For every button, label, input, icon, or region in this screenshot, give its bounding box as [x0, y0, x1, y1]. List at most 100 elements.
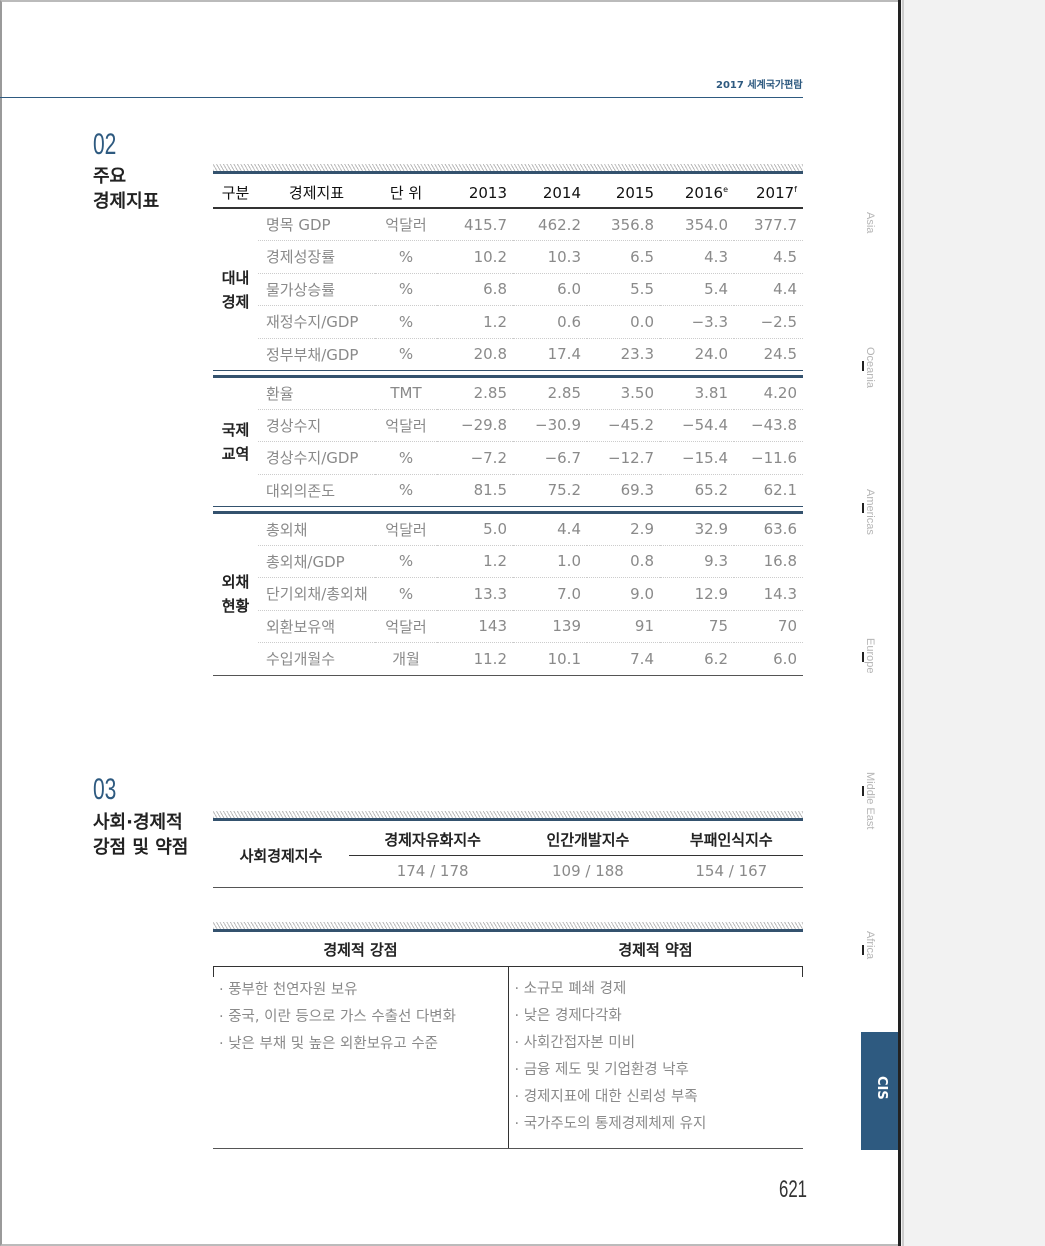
value-cell: 139 — [513, 610, 587, 643]
group-label: 외채 현황 — [213, 512, 258, 676]
group-label-line: 대내 — [221, 268, 250, 287]
running-title: 2017 세계국가편람 — [716, 80, 803, 91]
indicator-name: 경상수지/GDP — [258, 441, 375, 475]
page-number: 621 — [779, 1176, 808, 1203]
unit: % — [375, 545, 437, 578]
separator-rule — [213, 506, 803, 514]
column-header: 2014 — [513, 178, 587, 209]
tab-divider — [862, 503, 864, 513]
value-cell: 65.2 — [660, 474, 734, 507]
value-cell: 1.2 — [437, 305, 513, 339]
value-cell: 69.3 — [587, 474, 660, 507]
page-edge — [898, 0, 901, 1246]
value-cell: 462.2 — [513, 208, 587, 241]
unit: % — [375, 441, 437, 475]
weakness-item: · 낮은 경제다각화 — [514, 1008, 622, 1024]
value-cell: 0.0 — [587, 305, 660, 339]
value-cell: 377.7 — [734, 208, 803, 241]
weakness-item: · 국가주도의 통제경제체제 유지 — [514, 1116, 707, 1132]
tab-divider — [862, 361, 864, 371]
section-title-line: 경제지표 — [93, 191, 160, 212]
value-cell: 415.7 — [437, 208, 513, 241]
indicator-name: 명목 GDP — [258, 208, 375, 241]
value-cell: 14.3 — [734, 577, 803, 611]
column-header: 단 위 — [375, 178, 437, 209]
unit: % — [375, 474, 437, 507]
group-label: 국제 교역 — [213, 377, 258, 507]
value-cell: −30.9 — [513, 409, 587, 442]
table-row: 경제성장률% 10.2 10.3 6.5 4.3 4.5 — [213, 240, 803, 274]
separator-rule — [213, 370, 803, 378]
value-cell: 7.0 — [513, 577, 587, 611]
value-cell: −2.5 — [734, 305, 803, 339]
table-row: 총외채/GDP% 1.2 1.0 0.8 9.3 16.8 — [213, 545, 803, 578]
value-cell: 143 — [437, 610, 513, 643]
section-number: 02 — [93, 128, 117, 161]
weakness-item: · 소규모 폐쇄 경제 — [514, 981, 627, 997]
unit: TMT — [375, 376, 437, 410]
table-row: 경상수지 억달러 −29.8 −30.9 −45.2 −54.4 −43.8 — [213, 409, 803, 442]
table-row: 대내 경제 명목 GDP 억달러 415.7 462.2 356.8 354.0 377.7 — [213, 208, 803, 311]
tab-divider — [862, 945, 864, 955]
tab-asia[interactable]: Asia — [864, 212, 876, 234]
tab-oceania[interactable]: Oceania — [864, 347, 876, 388]
value-cell: 32.9 — [660, 512, 734, 546]
value-cell: 10.3 — [513, 240, 587, 274]
table-top-rule — [213, 164, 803, 174]
value-cell: 75 — [660, 610, 734, 643]
value-cell: 91 — [587, 610, 660, 643]
tab-europe[interactable]: Europe — [864, 638, 876, 674]
tab-americas[interactable]: Americas — [864, 489, 876, 535]
unit: % — [375, 338, 437, 371]
indicator-name: 수입개월수 — [258, 642, 375, 676]
tab-divider — [862, 786, 864, 796]
value-cell: 20.8 — [437, 338, 513, 371]
value-cell: −3.3 — [660, 305, 734, 339]
value-cell: 6.0 — [513, 273, 587, 306]
unit: 억달러 — [375, 208, 437, 241]
tab-africa[interactable]: Africa — [864, 931, 876, 960]
value-cell: 5.0 — [437, 512, 513, 546]
tab-cis[interactable]: CIS — [861, 1032, 898, 1150]
indicator-name: 정부부채/GDP — [258, 338, 375, 371]
section-title-line: 사회·경제적 — [93, 812, 183, 833]
value-cell: 0.8 — [587, 545, 660, 578]
value-cell: 4.4 — [734, 273, 803, 306]
indicator-name: 경상수지 — [258, 409, 375, 442]
socioeconomic-index-table: 사회경제지수 경제자유화지수 인간개발지수 부패인식지수 174 / 178 1… — [213, 824, 803, 888]
value-cell: 10.2 — [437, 240, 513, 274]
page-shadow — [902, 0, 904, 1246]
table-row: 외환보유액 억달러 143 139 91 75 70 — [213, 610, 803, 643]
index-name: 부패인식지수 — [659, 824, 803, 856]
value-cell: 24.5 — [734, 338, 803, 371]
strength-item: · 낮은 부채 및 높은 외환보유고 수준 — [219, 1036, 439, 1052]
value-cell: 11.2 — [437, 642, 513, 676]
tab-middle-east[interactable]: Middle East — [864, 772, 876, 830]
column-superscript: e — [723, 184, 728, 194]
weaknesses-list: · 소규모 폐쇄 경제 · 낮은 경제다각화 · 사회간접자본 미비 · 금융 제도 … — [507, 966, 804, 1148]
value-cell: 81.5 — [437, 474, 513, 507]
unit: 개월 — [375, 642, 437, 676]
index-table-top-rule — [213, 811, 803, 821]
value-cell: 6.8 — [437, 273, 513, 306]
indicator-name: 단기외채/총외채 — [258, 577, 375, 611]
table-row: 단기외채/총외채% 13.3 7.0 9.0 12.9 14.3 — [213, 577, 803, 611]
tab-label: CIS — [874, 1076, 889, 1100]
value-cell: 2.9 — [587, 512, 660, 546]
column-header: 구분 — [213, 178, 258, 209]
table-row: 물가상승률% 6.8 6.0 5.5 5.4 4.4 — [213, 273, 803, 306]
value-cell: 4.4 — [513, 512, 587, 546]
value-cell: 16.8 — [734, 545, 803, 578]
value-cell: 12.9 — [660, 577, 734, 611]
index-value: 174 / 178 — [349, 855, 517, 888]
group-separator — [213, 370, 803, 378]
index-value: 154 / 167 — [659, 855, 803, 888]
value-cell: −45.2 — [587, 409, 660, 442]
section-number: 03 — [93, 773, 117, 806]
value-cell: 4.3 — [660, 240, 734, 274]
value-cell: 62.1 — [734, 474, 803, 507]
sw-table-top-rule — [213, 922, 803, 932]
value-cell: 75.2 — [513, 474, 587, 507]
table-row: 재정수지/GDP% 1.2 0.6 0.0 −3.3 −2.5 — [213, 305, 803, 339]
value-cell: 24.0 — [660, 338, 734, 371]
